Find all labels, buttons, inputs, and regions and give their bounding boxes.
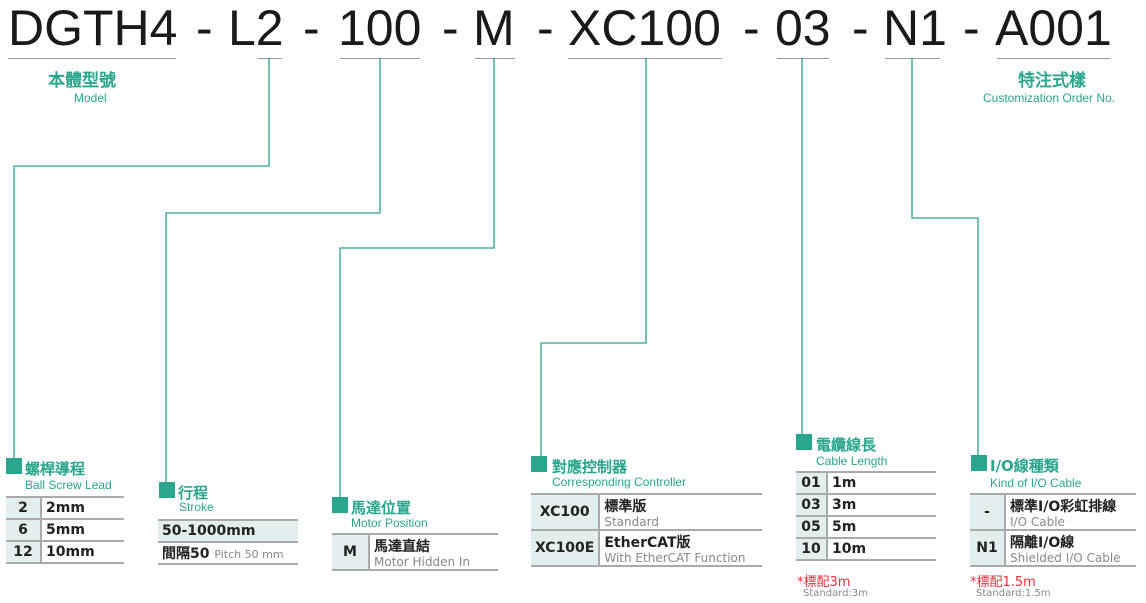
underline	[777, 58, 829, 59]
code-lead: L2	[228, 0, 284, 56]
section-marker	[531, 456, 547, 472]
lead-table: 2 2mm 6 5mm 12 10mm	[6, 496, 124, 564]
table-row: 01 1m	[796, 471, 936, 495]
model-label-zh: 本體型號	[48, 71, 116, 91]
io-title-en: Kind of I/O Cable	[990, 476, 1082, 490]
section-marker	[159, 482, 175, 498]
table-row: 05 5m	[796, 515, 936, 539]
section-marker	[796, 434, 812, 450]
leader-io	[911, 58, 979, 457]
custom-label-zh: 特注式樣	[1018, 71, 1086, 91]
separator: -	[442, 0, 459, 56]
leader-motor	[339, 58, 495, 499]
section-marker	[6, 458, 22, 474]
code-model: DGTH4	[8, 0, 178, 56]
motor-title-zh: 馬達位置	[351, 499, 412, 517]
motor-table: M 馬達直結 Motor Hidden In	[332, 533, 498, 571]
leader-controller	[540, 58, 647, 458]
leader-lead	[13, 58, 270, 460]
stroke-table: 50-1000mm 間隔50 Pitch 50 mm	[158, 519, 298, 565]
code-io: N1	[883, 0, 947, 56]
table-row: 12 10mm	[6, 540, 124, 564]
table-row: 10 10m	[796, 537, 936, 561]
table-row: 6 5mm	[6, 518, 124, 542]
model-label-en: Model	[74, 91, 107, 105]
lead-title-en: Ball Screw Lead	[25, 478, 112, 492]
code-stroke: 100	[338, 0, 422, 56]
custom-label-en: Customization Order No.	[983, 91, 1116, 105]
underline	[258, 58, 282, 59]
table-row: 03 3m	[796, 493, 936, 517]
stroke-title-zh: 行程	[178, 484, 209, 502]
separator: -	[963, 0, 980, 56]
section-marker	[332, 497, 348, 513]
underline	[997, 58, 1110, 59]
controller-title-zh: 對應控制器	[552, 458, 628, 476]
underline	[568, 58, 722, 59]
motor-title-en: Motor Position	[351, 516, 428, 530]
cable-title-en: Cable Length	[816, 454, 888, 468]
underline	[8, 58, 176, 59]
separator: -	[196, 0, 213, 56]
code-motor: M	[473, 0, 515, 56]
lead-title-zh: 螺桿導程	[25, 460, 86, 478]
code-controller: XC100	[568, 0, 721, 56]
table-row: XC100 標準版 Standard	[531, 493, 762, 531]
code-cable: 03	[775, 0, 831, 56]
leader-stroke	[165, 58, 381, 484]
table-row: 2 2mm	[6, 496, 124, 520]
table-row: XC100E EtherCAT版 With EtherCAT Function	[531, 529, 762, 567]
io-note: *標配1.5m	[970, 575, 1036, 590]
table-row: M 馬達直結 Motor Hidden In	[332, 533, 498, 571]
section-marker	[971, 455, 987, 471]
controller-title-en: Corresponding Controller	[552, 475, 687, 489]
separator: -	[303, 0, 320, 56]
separator: -	[852, 0, 869, 56]
separator: -	[743, 0, 760, 56]
io-table: - 標準I/O彩虹排線 I/O Cable N1 隔離I/O線 Shielded I/O…	[970, 493, 1136, 567]
io-title-zh: I/O線種類	[990, 457, 1059, 475]
code-custom: A001	[995, 0, 1112, 56]
separator: -	[537, 0, 554, 56]
stroke-title-en: Stroke	[179, 500, 214, 514]
controller-table: XC100 標準版 Standard XC100E EtherCAT版 With Eth…	[531, 493, 762, 567]
table-row: N1 隔離I/O線 Shielded I/O Cable	[970, 529, 1136, 567]
io-note-en: Standard:1.5m	[976, 588, 1051, 599]
cable-note-en: Standard:3m	[803, 588, 868, 599]
cable-table: 01 1m 03 3m 05 5m 10 10m	[796, 471, 936, 561]
table-row: - 標準I/O彩虹排線 I/O Cable	[970, 493, 1136, 531]
table-row: 間隔50 Pitch 50 mm	[158, 541, 298, 565]
underline	[475, 58, 515, 59]
cable-note: *標配3m	[797, 575, 851, 590]
table-row: 50-1000mm	[158, 519, 298, 543]
cable-title-zh: 電纜線長	[816, 436, 877, 454]
